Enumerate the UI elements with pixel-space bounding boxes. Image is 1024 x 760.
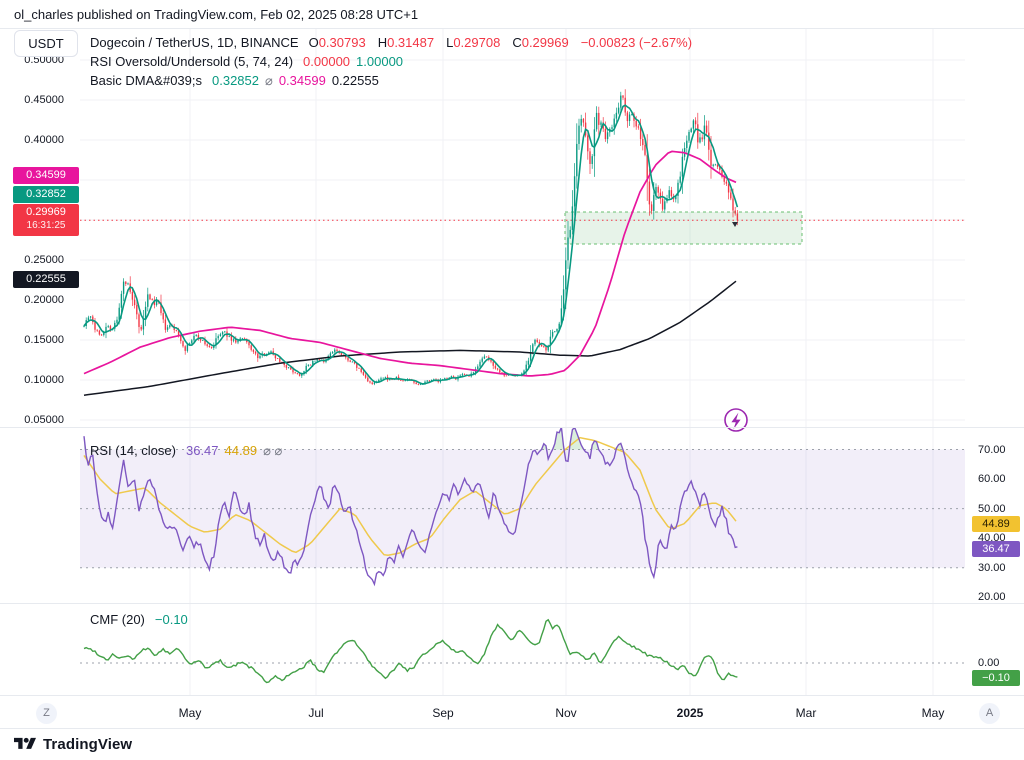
candles-down (92, 89, 739, 386)
rsi-band (80, 449, 965, 568)
cmf-indicator-title[interactable]: CMF (20) (90, 612, 145, 627)
dma-separator-glyph: ⌀ (265, 73, 273, 88)
dma-slow-line (83, 280, 737, 396)
pane-separator-rsi-cmf[interactable] (0, 603, 1024, 604)
cmf-line (83, 618, 738, 684)
time-axis-label: May (178, 706, 202, 720)
time-axis-label: May (921, 706, 945, 720)
open-value: 0.30793 (318, 35, 366, 50)
price-tick-label: 0.45000 (24, 94, 64, 106)
rsi-tick-label: 20.00 (978, 591, 1006, 604)
rsi-ma-value: 44.89 (224, 443, 258, 458)
dma-slow-value: 0.22555 (331, 73, 379, 88)
close-value: 0.29969 (521, 35, 569, 50)
high-value: 0.31487 (387, 35, 435, 50)
time-axis-label: Sep (432, 706, 454, 720)
pane-separator-cmf-axis (0, 695, 1024, 696)
price-pane[interactable] (80, 89, 965, 396)
price-badge: 0.29969 16:31:25 (13, 204, 79, 237)
time-axis-bottom-border (0, 728, 1024, 729)
low-label: L (446, 35, 454, 50)
time-axis-label: Mar (795, 706, 817, 720)
dma-legend-row: Basic DMA&#039;s 0.32852 ⌀ 0.34599 0.22555 (90, 71, 385, 90)
cmf-pane[interactable] (80, 618, 975, 684)
rsi-tick-label: 60.00 (978, 473, 1006, 486)
grid-lines (80, 28, 965, 695)
time-axis-label: Jul (308, 706, 324, 720)
change-value: −0.00823 (−2.67%) (580, 35, 693, 50)
cmf-value: −0.10 (154, 612, 188, 627)
currency-toggle-button[interactable]: USDT (14, 30, 78, 57)
dma-mid-line (83, 150, 737, 377)
rsi-value: 36.47 (185, 443, 219, 458)
tradingview-watermark[interactable]: TradingView (14, 735, 132, 753)
price-badge: 0.22555 (13, 271, 79, 289)
tradingview-logo-icon (14, 735, 36, 753)
rsi-ou-value-2: 1.00000 (356, 54, 404, 69)
tradingview-watermark-text: TradingView (43, 735, 133, 753)
rsi-badge: 36.47 (972, 540, 1020, 557)
price-tick-label: 0.20000 (24, 294, 64, 306)
cmf-badge: −0.10 (972, 670, 1020, 686)
published-header: ol_charles published on TradingView.com,… (14, 7, 419, 22)
price-tick-label: 0.50000 (24, 54, 64, 66)
rsi-ou-indicator-title[interactable]: RSI Oversold/Undersold (5, 74, 24) (90, 54, 294, 69)
rsi-empty-glyphs: ⌀ ⌀ (263, 443, 283, 458)
time-axis-label: Nov (555, 706, 577, 720)
dma-fast-line (83, 104, 739, 385)
axis-edge-button-a[interactable]: A (979, 703, 1000, 724)
rsi-tick-label: 50.00 (978, 502, 1006, 515)
rsi-badge: 44.89 (972, 515, 1020, 532)
rsi-ou-value-1: 0.00000 (303, 54, 351, 69)
last-bar-marker (732, 222, 738, 227)
rsi-ma-line (83, 436, 737, 557)
lightning-idea-button[interactable] (724, 408, 748, 432)
rsi-line (83, 428, 738, 587)
chart-top-border (0, 28, 1024, 29)
price-badge: 0.32852 (13, 185, 79, 203)
price-tick-label: 0.25000 (24, 254, 64, 266)
cmf-legend-row: CMF (20) −0.10 (90, 610, 194, 629)
rsi-ou-legend-row: RSI Oversold/Undersold (5, 74, 24) 0.0000… (90, 52, 409, 71)
support-zone-box[interactable] (564, 211, 803, 245)
price-tick-label: 0.05000 (24, 414, 64, 426)
rsi-tick-label: 30.00 (978, 561, 1006, 574)
rsi-indicator-title[interactable]: RSI (14, close) (90, 443, 176, 458)
cmf-tick-label: 0.00 (978, 657, 1000, 669)
rsi-overbought-fill (84, 428, 738, 450)
dma-fast-value: 0.32852 (212, 73, 259, 88)
axis-edge-button-z[interactable]: Z (36, 703, 57, 724)
rsi-tick-label: 70.00 (978, 443, 1006, 456)
price-tick-label: 0.40000 (24, 134, 64, 146)
price-tick-label: 0.15000 (24, 334, 64, 346)
low-value: 0.29708 (453, 35, 501, 50)
dma-mid-value: 0.34599 (278, 73, 326, 88)
high-label: H (377, 35, 388, 50)
dma-indicator-title[interactable]: Basic DMA&#039;s (90, 73, 202, 88)
rsi-legend-row: RSI (14, close) 36.47 44.89 ⌀ ⌀ (90, 441, 288, 460)
time-axis-label: 2025 (676, 706, 704, 720)
rsi-pane[interactable] (80, 427, 975, 587)
price-badge: 0.34599 (13, 167, 79, 185)
pane-separator-main-rsi[interactable] (0, 427, 1024, 428)
symbol-title[interactable]: Dogecoin / TetherUS, 1D, BINANCE (90, 35, 299, 50)
symbol-legend-row: Dogecoin / TetherUS, 1D, BINANCE O0.30793… (90, 33, 698, 52)
lightning-bolt-icon (731, 412, 741, 430)
price-badge-countdown: 16:31:25 (26, 220, 66, 232)
price-tick-label: 0.10000 (24, 374, 64, 386)
close-label: C (512, 35, 522, 50)
open-label: O (308, 35, 319, 50)
